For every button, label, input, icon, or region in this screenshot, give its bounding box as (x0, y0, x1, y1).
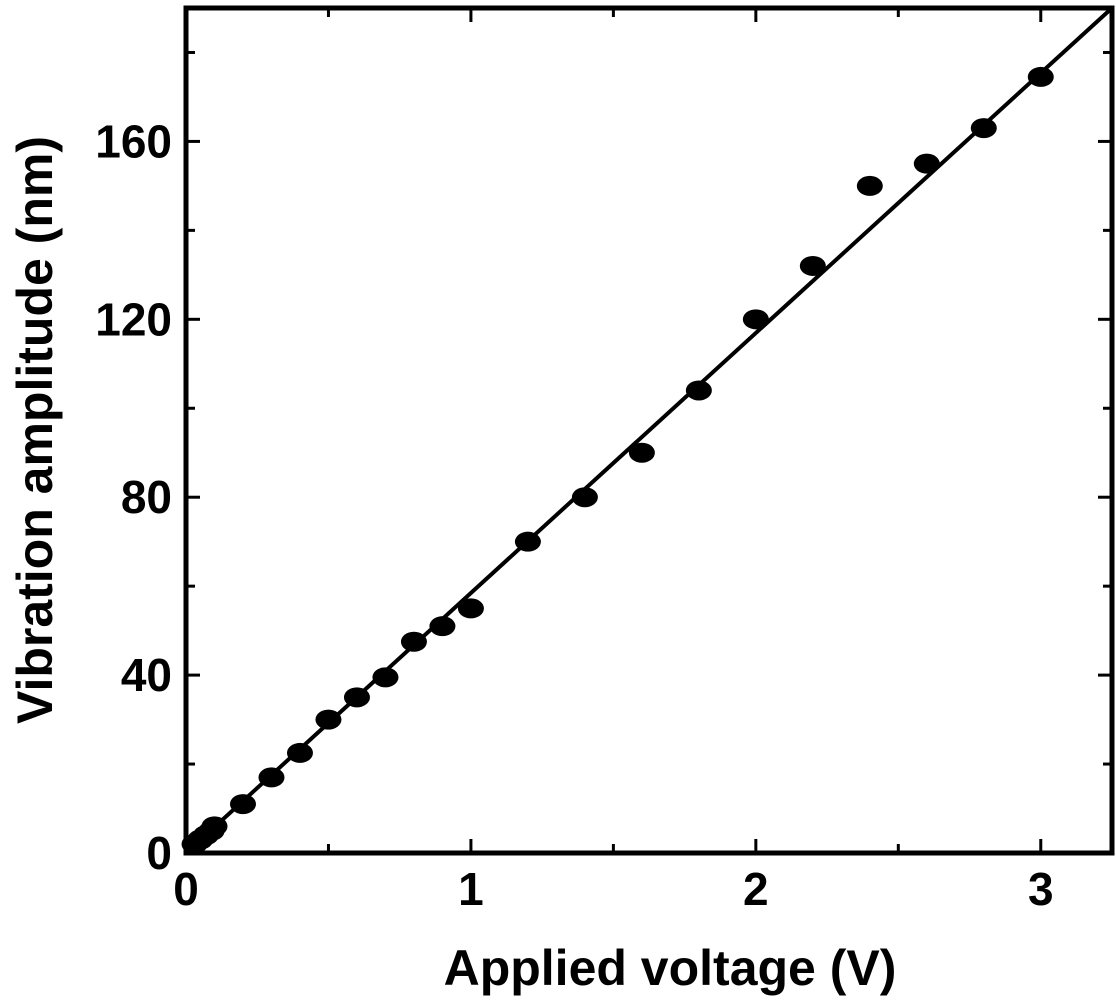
y-tick-label: 120 (95, 293, 172, 345)
x-tick-label: 3 (1028, 863, 1054, 915)
x-tick-label: 1 (458, 863, 484, 915)
data-point (628, 442, 655, 463)
data-point (400, 631, 427, 652)
x-tick-label: 0 (173, 863, 199, 915)
data-point (913, 153, 940, 174)
fit-line (184, 6, 1114, 855)
y-tick-label: 80 (121, 471, 172, 523)
data-point (571, 487, 598, 508)
data-point (286, 742, 313, 763)
y-tick-label: 160 (95, 115, 172, 167)
data-point (742, 309, 769, 330)
data-point (970, 118, 997, 139)
data-point (343, 687, 370, 708)
y-axis-title: Vibration amplitude (nm) (7, 136, 63, 724)
data-point (1027, 66, 1054, 87)
x-axis-title: Applied voltage (V) (444, 940, 897, 996)
plot-frame (183, 5, 1115, 856)
data-point (856, 175, 883, 196)
data-point (799, 255, 826, 276)
data-point (514, 531, 541, 552)
y-tick-label: 40 (121, 649, 172, 701)
data-point (685, 380, 712, 401)
fit-line-layer (184, 6, 1114, 855)
axis-tick-labels: 0 1 2 3 0 40 80 120 160 (95, 115, 1053, 915)
axis-ticks (184, 8, 1112, 855)
data-point (315, 709, 342, 730)
data-point (372, 667, 399, 688)
data-point (229, 794, 256, 815)
data-point (429, 616, 456, 637)
data-point (201, 816, 228, 837)
x-tick-label: 2 (743, 863, 769, 915)
y-tick-label: 0 (146, 827, 172, 879)
data-points-layer (181, 66, 1054, 855)
data-point (457, 598, 484, 619)
data-point (258, 767, 285, 788)
